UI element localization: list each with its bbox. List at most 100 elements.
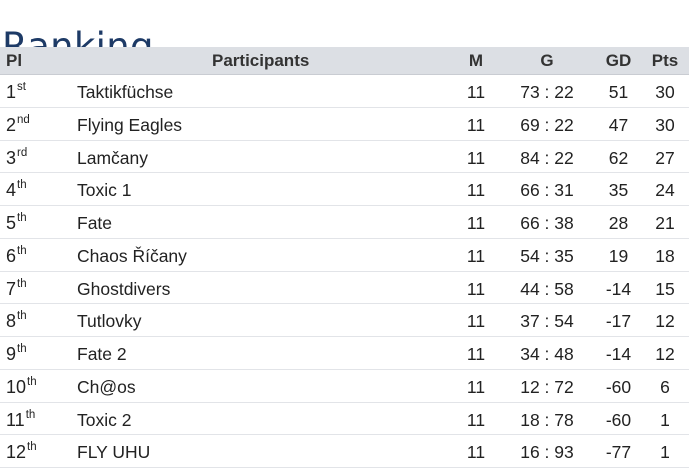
rank-suffix: th [17, 310, 27, 323]
rank-number: 12 [6, 442, 27, 463]
rank-number: 2 [6, 114, 17, 135]
goals-cell: 44 : 58 [520, 278, 574, 299]
column-header-g[interactable]: G [540, 51, 554, 70]
goal-difference-cell: 35 [608, 180, 629, 201]
goal-difference-cell: 19 [608, 245, 629, 266]
participant-name[interactable]: Lamčany [77, 147, 149, 168]
participant-name[interactable]: FLY UHU [77, 442, 151, 463]
goals-cell: 54 : 35 [520, 245, 574, 266]
table-row: 6th Chaos Říčany 11 54 : 35 19 18 [0, 238, 689, 275]
goals-cell: 73 : 22 [520, 82, 574, 102]
table-row: 2nd Flying Eagles 11 69 : 22 47 30 [0, 107, 689, 144]
rank-suffix: st [17, 81, 26, 93]
goals-cell: 18 : 78 [520, 409, 574, 430]
goals-cell: 37 : 54 [520, 311, 574, 332]
table-row: 4th Toxic 1 11 66 : 31 35 24 [0, 173, 689, 206]
participant-name[interactable]: Ghostdivers [77, 278, 171, 299]
matches-cell: 11 [466, 376, 486, 397]
rank-cell: 5th [6, 207, 27, 242]
goals-cell: 34 : 48 [520, 344, 574, 364]
table-row: 10th Ch@os 11 12 : 72 -60 6 [0, 369, 689, 406]
rank-number: 5 [6, 213, 17, 233]
points-cell: 1 [660, 409, 670, 430]
table-body: 1st Taktikfüchse 11 73 : 22 51 30 2nd Flying Ea… [0, 75, 689, 468]
rank-number: 3 [6, 147, 17, 168]
matches-cell: 11 [466, 213, 486, 233]
participant-name[interactable]: Toxic 2 [77, 409, 132, 430]
rank-number: 10 [6, 376, 27, 397]
table-row: 5th Fate 11 66 : 38 28 21 [0, 206, 689, 239]
goals-cell: 84 : 22 [520, 147, 574, 168]
column-header-pl[interactable]: Pl [6, 51, 23, 70]
matches-cell: 11 [466, 245, 486, 266]
column-header-participants[interactable]: Participants [212, 51, 310, 70]
points-cell: 30 [655, 114, 675, 135]
column-header-gd[interactable]: GD [605, 51, 632, 70]
table-row: 9th Fate 2 11 34 : 48 -14 12 [0, 337, 689, 370]
rank-suffix: th [17, 343, 27, 355]
rank-number: 6 [6, 245, 17, 266]
participant-name[interactable]: Tutlovky [77, 311, 142, 332]
goals-cell: 66 : 31 [520, 180, 574, 201]
points-cell: 6 [660, 376, 670, 397]
participant-name[interactable]: Toxic 1 [77, 180, 132, 201]
rank-number: 4 [6, 180, 17, 201]
rank-suffix: rd [17, 146, 28, 159]
points-cell: 27 [655, 147, 675, 168]
points-cell: 24 [655, 180, 675, 201]
matches-cell: 11 [466, 278, 486, 299]
matches-cell: 11 [466, 409, 486, 430]
rank-cell: 1st [6, 76, 26, 111]
goal-difference-cell: -17 [605, 311, 632, 332]
points-cell: 18 [655, 245, 675, 266]
goal-difference-cell: -60 [605, 409, 632, 430]
table-row: 8th Tutlovky 11 37 : 54 -17 12 [0, 304, 689, 337]
points-cell: 21 [655, 213, 675, 233]
rank-number: 9 [6, 344, 17, 364]
participant-name[interactable]: Fate 2 [77, 344, 127, 364]
rank-suffix: th [27, 375, 37, 388]
points-cell: 12 [655, 311, 675, 332]
goal-difference-cell: -14 [605, 344, 632, 364]
rank-suffix: th [17, 179, 27, 192]
goal-difference-cell: -14 [605, 278, 632, 299]
table-row: 12th FLY UHU 11 16 : 93 -77 1 [0, 435, 689, 468]
goals-cell: 66 : 38 [520, 213, 574, 233]
rank-cell: 7th [6, 273, 27, 308]
rank-cell: 9th [6, 338, 27, 373]
goals-cell: 12 : 72 [520, 376, 574, 397]
participant-name[interactable]: Flying Eagles [77, 114, 183, 135]
points-cell: 30 [655, 82, 675, 102]
rank-suffix: th [17, 244, 27, 257]
rank-cell: 10th [6, 371, 37, 406]
rank-cell: 6th [6, 240, 27, 275]
rank-cell: 11th [6, 404, 35, 439]
matches-cell: 11 [466, 114, 486, 135]
matches-cell: 11 [466, 344, 486, 364]
column-header-m[interactable]: M [468, 51, 484, 70]
goal-difference-cell: 47 [608, 114, 629, 135]
table-row: 3rd Lamčany 11 84 : 22 62 27 [0, 140, 689, 174]
rank-suffix: nd [17, 113, 30, 126]
rank-suffix: th [17, 277, 27, 290]
rank-number: 8 [6, 311, 17, 332]
table-row: 11th Toxic 2 11 18 : 78 -60 1 [0, 402, 689, 439]
participant-name[interactable]: Fate [77, 213, 113, 233]
goal-difference-cell: 51 [608, 82, 629, 102]
rank-suffix: th [27, 441, 37, 454]
matches-cell: 11 [466, 442, 486, 463]
rank-suffix: th [25, 408, 36, 421]
participant-name[interactable]: Ch@os [77, 376, 136, 397]
goal-difference-cell: -77 [605, 442, 632, 463]
matches-cell: 11 [466, 82, 486, 102]
ranking-table: Pl Participants M G GD Pts 1st Taktikfüch… [0, 47, 689, 468]
participant-name[interactable]: Chaos Říčany [77, 245, 187, 266]
participant-name[interactable]: Taktikfüchse [77, 82, 174, 102]
rank-cell: 4th [6, 174, 27, 209]
column-header-pts[interactable]: Pts [651, 51, 679, 70]
rank-cell: 2nd [6, 109, 30, 144]
points-cell: 1 [660, 442, 670, 463]
goal-difference-cell: 62 [608, 147, 629, 168]
table-row: 1st Taktikfüchse 11 73 : 22 51 30 [0, 75, 689, 108]
rank-number: 7 [6, 278, 17, 299]
